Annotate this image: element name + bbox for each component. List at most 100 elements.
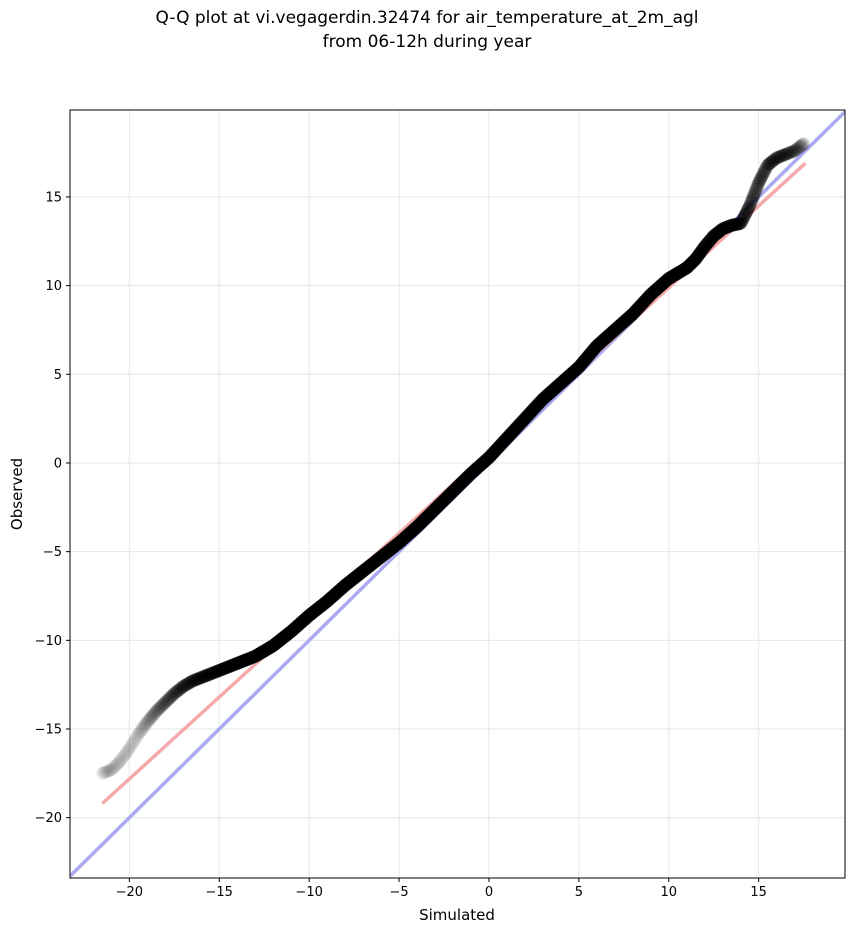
- quantile-point: [757, 166, 771, 180]
- quantile-point: [153, 701, 167, 715]
- quantile-point: [723, 219, 737, 233]
- quantile-point: [703, 234, 717, 248]
- x-tick-label: −10: [295, 885, 322, 900]
- quantile-point: [771, 150, 785, 164]
- quantile-point: [785, 145, 799, 159]
- quantile-point: [131, 728, 145, 742]
- x-tick-label: 0: [485, 885, 493, 900]
- quantile-point: [786, 145, 800, 159]
- quantile-point: [140, 716, 154, 730]
- quantile-point: [792, 140, 806, 154]
- quantile-point: [161, 693, 175, 707]
- quantile-point: [145, 709, 159, 723]
- quantile-point: [226, 658, 240, 672]
- quantile-point: [183, 676, 197, 690]
- quantile-point: [127, 735, 141, 749]
- quantile-point: [749, 182, 763, 196]
- quantile-point: [151, 702, 165, 716]
- quantile-point: [198, 669, 212, 683]
- quantile-point: [747, 188, 761, 202]
- quantile-point: [735, 214, 749, 228]
- y-tick-label: −10: [35, 634, 62, 649]
- quantile-point: [219, 661, 233, 675]
- quantile-point: [157, 697, 171, 711]
- quantile-point: [177, 679, 191, 693]
- quantile-point: [109, 758, 123, 772]
- quantile-point: [770, 151, 784, 165]
- quantile-point: [797, 137, 811, 151]
- quantile-point: [709, 227, 723, 241]
- quantile-point: [746, 190, 760, 204]
- quantile-point: [117, 749, 131, 763]
- quantile-point: [158, 696, 172, 710]
- quantile-point: [791, 141, 805, 155]
- quantile-point: [717, 221, 731, 235]
- quantile-point: [766, 153, 780, 167]
- quantile-point: [116, 750, 130, 764]
- quantile-point: [224, 659, 238, 673]
- quantile-point: [163, 690, 177, 704]
- quantile-point: [120, 745, 134, 759]
- quantile-point: [212, 664, 226, 678]
- quantile-point: [199, 669, 213, 683]
- quantile-point: [796, 138, 810, 152]
- quantile-point: [748, 185, 762, 199]
- quantile-point: [191, 672, 205, 686]
- quantile-point: [112, 756, 126, 770]
- y-tick-label: 15: [45, 190, 62, 205]
- quantile-point: [206, 666, 220, 680]
- quantile-point: [209, 665, 223, 679]
- quantile-point: [188, 673, 202, 687]
- quantile-point: [146, 708, 160, 722]
- quantile-point: [165, 688, 179, 702]
- quantile-point: [751, 177, 765, 191]
- quantile-point: [769, 152, 783, 166]
- quantile-point: [178, 678, 192, 692]
- quantile-point: [130, 730, 144, 744]
- quantile-point: [765, 154, 779, 168]
- quantile-point: [184, 675, 198, 689]
- x-axis-label: Simulated: [419, 906, 495, 924]
- quantile-point: [218, 661, 232, 675]
- quantile-point: [143, 712, 157, 726]
- quantile-point: [708, 228, 722, 242]
- quantile-point: [168, 686, 182, 700]
- quantile-point: [175, 680, 189, 694]
- quantile-point: [106, 761, 120, 775]
- y-tick-label: −5: [43, 545, 62, 560]
- quantile-point: [173, 682, 187, 696]
- quantile-point: [230, 656, 244, 670]
- quantile-point: [729, 218, 743, 232]
- quantile-point: [186, 674, 200, 688]
- quantile-point: [195, 670, 209, 684]
- quantile-point: [115, 752, 129, 766]
- quantile-point: [733, 217, 747, 231]
- quantile-point: [99, 765, 113, 779]
- quantile-point: [192, 671, 206, 685]
- plot-frame: [69, 109, 846, 879]
- quantile-point: [216, 662, 230, 676]
- quantile-point: [197, 670, 211, 684]
- quantile-point: [147, 707, 161, 721]
- quantile-point: [778, 147, 792, 161]
- x-tick-label: −15: [206, 885, 233, 900]
- quantile-point: [742, 201, 756, 215]
- x-tick-label: 5: [575, 885, 583, 900]
- quantile-point: [789, 143, 803, 157]
- quantile-point: [743, 199, 757, 213]
- quantile-point: [194, 671, 208, 685]
- quantile-point: [720, 220, 734, 234]
- quantile-point: [718, 221, 732, 235]
- quantile-point: [762, 157, 776, 171]
- quantile-point: [756, 168, 770, 182]
- quantile-point: [136, 720, 150, 734]
- quantile-point: [167, 687, 181, 701]
- quantile-point: [214, 663, 228, 677]
- quantile-point: [203, 667, 217, 681]
- quantile-point: [139, 717, 153, 731]
- quantile-point: [148, 706, 162, 720]
- quantile-point: [755, 170, 769, 184]
- quantile-point: [133, 725, 147, 739]
- quantile-point: [134, 723, 148, 737]
